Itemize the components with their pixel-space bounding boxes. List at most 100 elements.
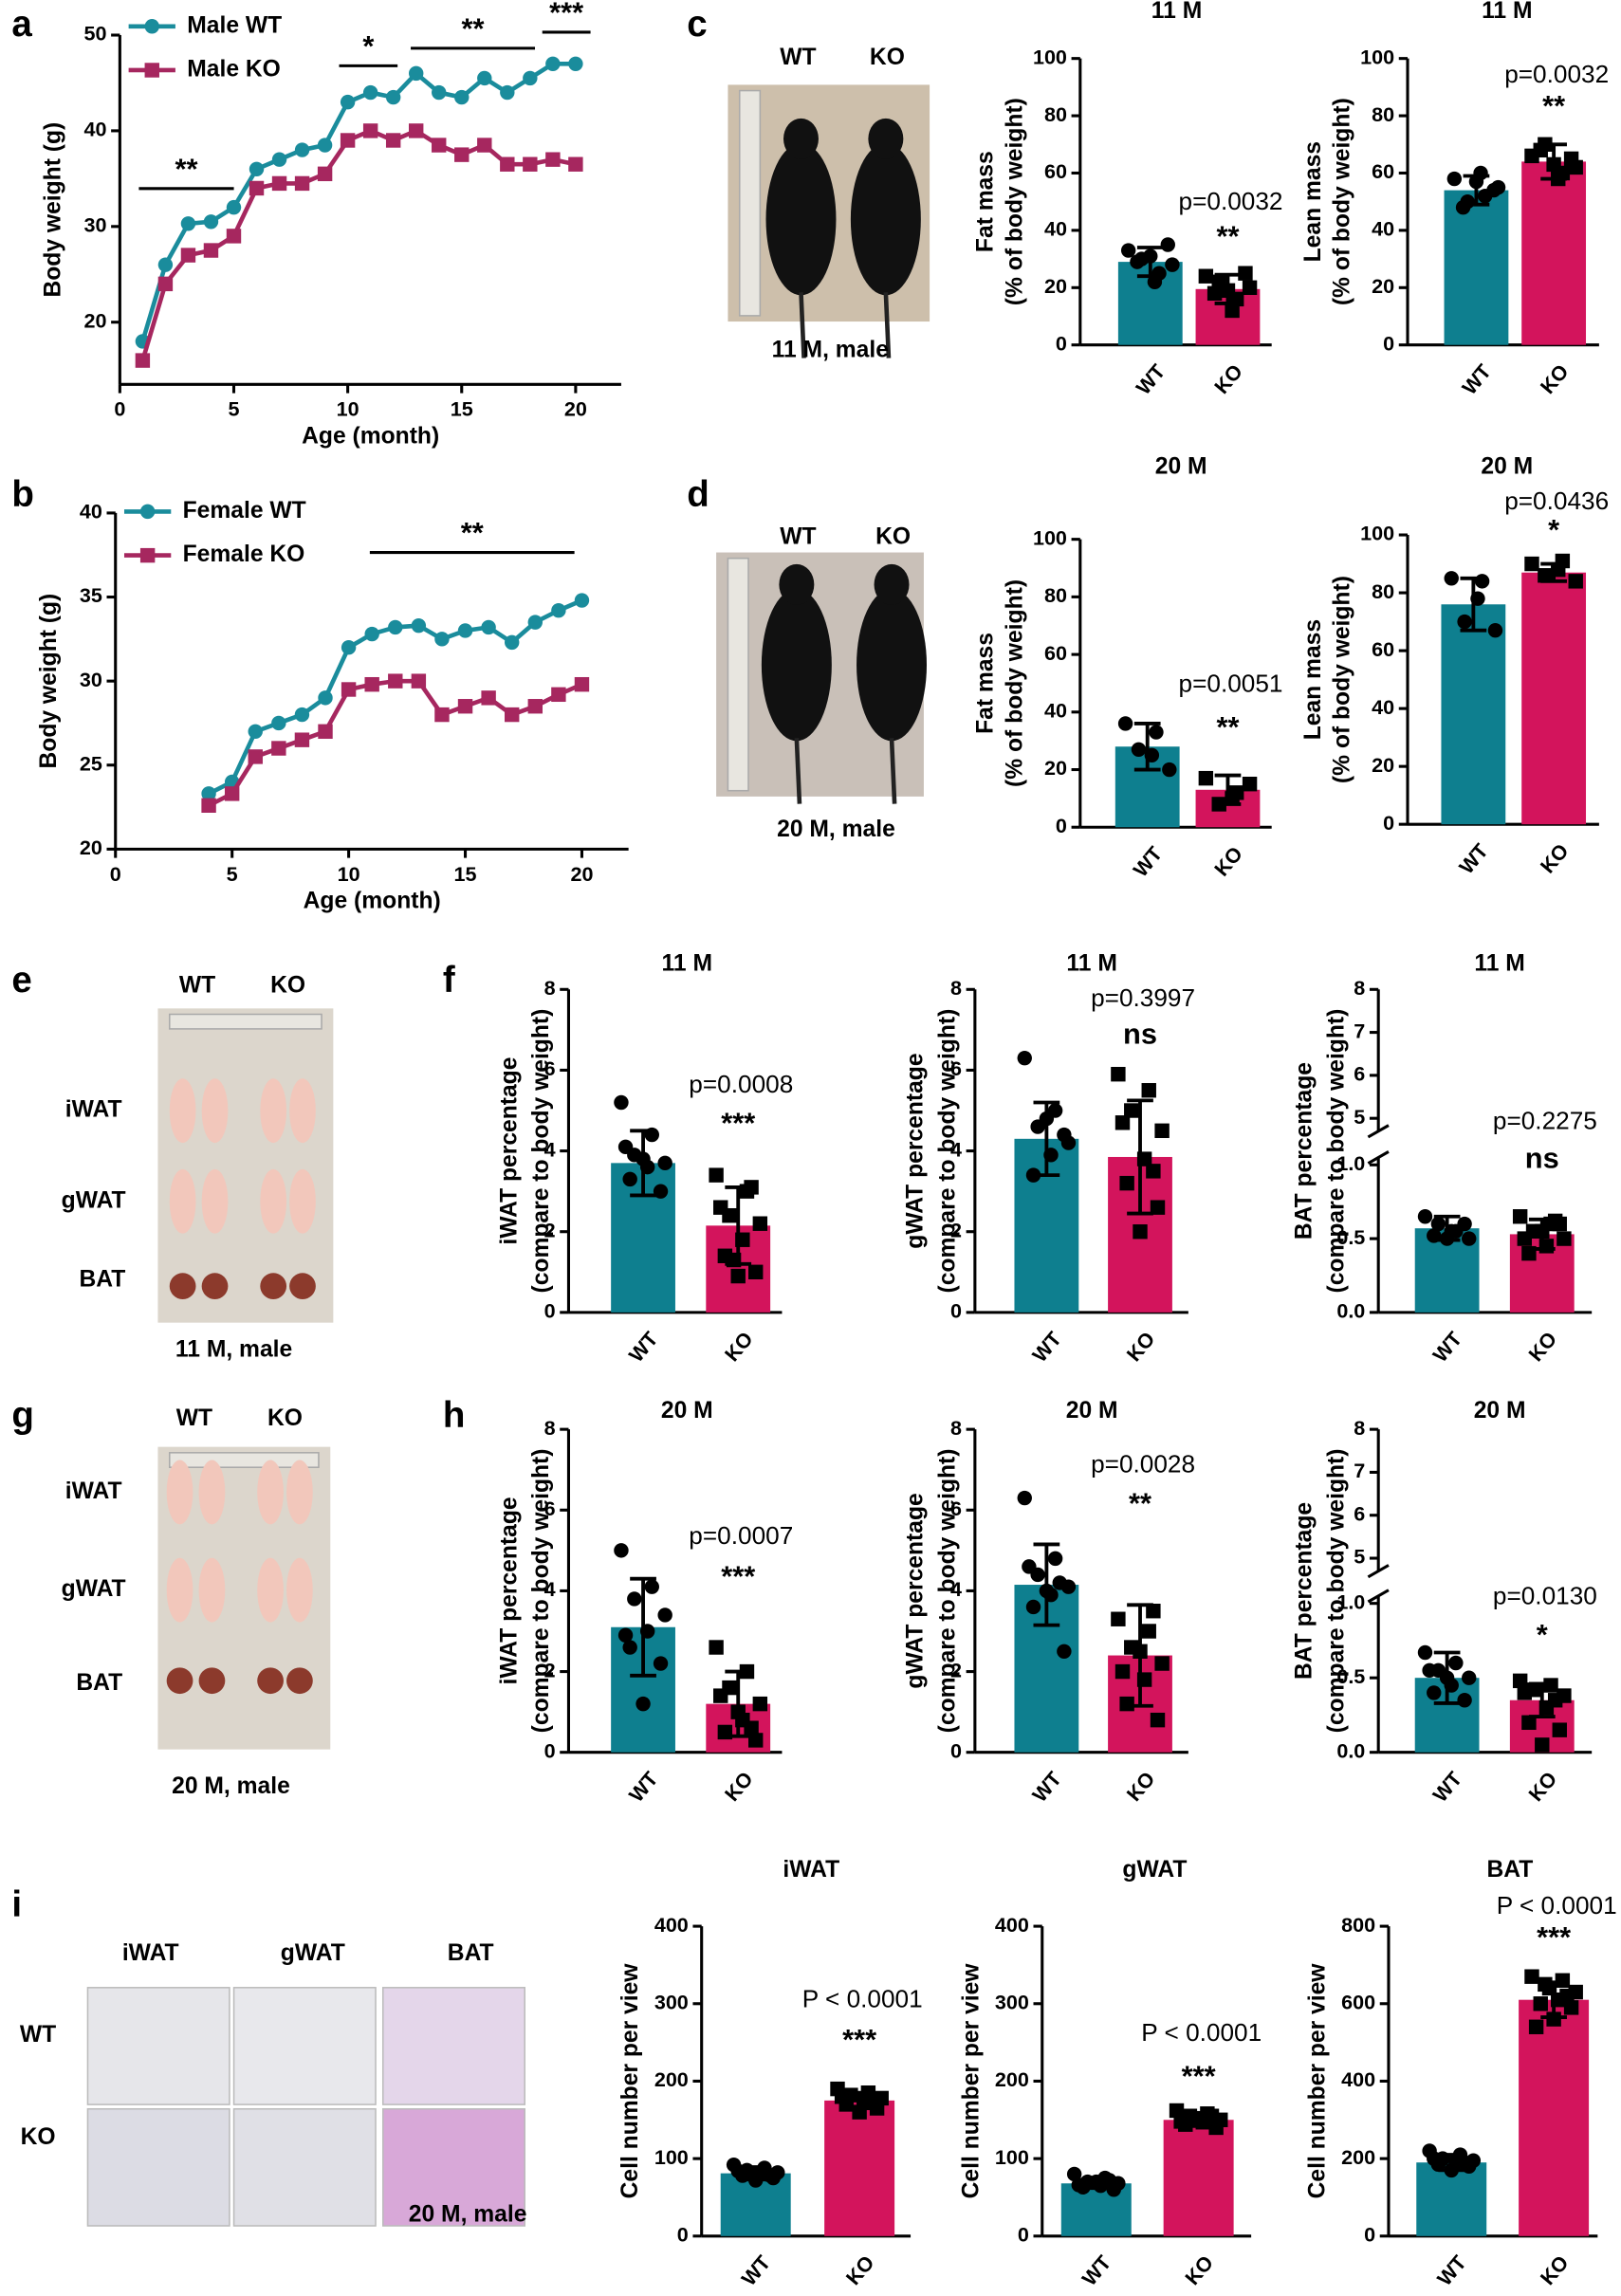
marker [362, 123, 378, 138]
marker [1141, 1624, 1156, 1639]
marker [224, 786, 240, 801]
bar [824, 2100, 895, 2236]
marker [1533, 1996, 1548, 2011]
marker [1555, 1973, 1571, 1988]
y-tick-label: 5 [1354, 1545, 1365, 1569]
y-tick-label: 400 [654, 1913, 689, 1937]
mouse [857, 589, 928, 742]
marker [1457, 1693, 1472, 1708]
y-tick-label: 60 [1044, 641, 1067, 665]
chart-title: 20 M [1474, 1398, 1526, 1424]
marker [505, 634, 520, 651]
y-tick-label: 7 [1354, 1019, 1365, 1042]
annotation: p=0.0028 [1091, 1450, 1195, 1479]
axis-break [1367, 1150, 1390, 1166]
y-tick-label: 200 [654, 2067, 689, 2091]
x-tick-label: KO [1536, 839, 1574, 878]
annotation: ** [1216, 219, 1239, 252]
photo-label: KO [270, 973, 305, 999]
annotation: *** [1537, 1920, 1571, 1954]
y-axis-label: (compare to body weight) [1324, 1009, 1350, 1294]
y-tick-label: 0 [1383, 331, 1394, 355]
marker [1204, 2108, 1220, 2123]
marker [1524, 1969, 1539, 1984]
legend-label: Female WT [183, 498, 306, 523]
y-tick-label: 4 [544, 1577, 556, 1601]
y-tick-label: 0 [677, 2222, 689, 2246]
photo-label: BAT [79, 1266, 125, 1292]
marker [1238, 266, 1253, 281]
y-tick-label: 800 [1341, 1913, 1375, 1937]
y-tick-label: 8 [1354, 976, 1365, 1000]
marker [622, 1171, 637, 1187]
tissue [166, 1557, 193, 1623]
photo-label: gWAT [281, 1940, 345, 1966]
chart-title: iWAT [783, 1857, 839, 1883]
marker [481, 619, 496, 635]
mouse-head [783, 118, 819, 159]
x-tick-label: KO [1209, 842, 1247, 881]
legend-label: Male KO [187, 57, 281, 83]
marker [1448, 1655, 1464, 1671]
marker [1427, 1685, 1442, 1700]
marker [1474, 574, 1490, 589]
y-tick-label: 0.0 [1336, 1299, 1365, 1323]
panel-label: c [687, 4, 707, 45]
photo-label: iWAT [65, 1479, 122, 1504]
marker [1517, 1231, 1532, 1246]
chart-title: 11 M [1151, 0, 1202, 24]
x-tick-label: 0 [114, 397, 125, 421]
chart-title: 11 M [1482, 0, 1532, 24]
bar [1519, 1999, 1590, 2236]
marker [1119, 1175, 1134, 1191]
y-tick-label: 4 [950, 1137, 962, 1161]
marker [226, 229, 242, 244]
tissue [198, 1460, 226, 1525]
marker [1117, 716, 1133, 731]
tissue [201, 1078, 229, 1144]
y-tick-label: 8 [950, 1416, 962, 1440]
marker [1022, 1559, 1037, 1574]
tissue [257, 1667, 284, 1695]
tissue [198, 1557, 226, 1623]
marker [408, 65, 424, 82]
x-tick-label: KO [1122, 1327, 1160, 1366]
marker [653, 1184, 669, 1199]
marker [744, 1720, 759, 1736]
x-tick-label: KO [841, 2250, 879, 2289]
x-tick-label: KO [1536, 2250, 1574, 2289]
marker [317, 138, 333, 153]
photo-label: WT [176, 1405, 212, 1431]
marker [408, 123, 424, 138]
marker [294, 732, 310, 747]
chart-title: 11 M [662, 951, 712, 977]
y-axis-label: gWAT percentage [903, 1493, 929, 1688]
x-tick-label: WT [1457, 359, 1496, 399]
y-tick-label: 6 [544, 1497, 556, 1520]
y-tick-label: 0 [1056, 331, 1067, 355]
y-tick-label: 20 [84, 308, 107, 332]
marker [617, 1627, 634, 1643]
marker [457, 699, 473, 714]
tissue [286, 1667, 313, 1695]
marker [748, 1733, 764, 1748]
marker [1568, 574, 1583, 589]
marker [248, 724, 263, 740]
y-tick-label: 100 [1360, 45, 1394, 68]
panel-label: g [11, 1395, 34, 1436]
marker [505, 707, 520, 723]
marker [627, 1591, 642, 1607]
mouse [850, 143, 921, 296]
x-tick-label: KO [1209, 359, 1247, 398]
marker [1512, 1673, 1528, 1689]
y-tick-label: 40 [1044, 217, 1067, 241]
annotation: p=0.0032 [1504, 60, 1609, 88]
y-tick-label: 100 [995, 2145, 1029, 2169]
marker [1417, 1644, 1433, 1661]
annotation: p=0.3997 [1091, 983, 1195, 1012]
significance-label: * [362, 29, 374, 63]
y-tick-label: 20 [1044, 274, 1067, 298]
x-tick-label: 15 [454, 862, 477, 886]
photo-label: BAT [448, 1940, 494, 1966]
annotation: *** [721, 1559, 755, 1592]
